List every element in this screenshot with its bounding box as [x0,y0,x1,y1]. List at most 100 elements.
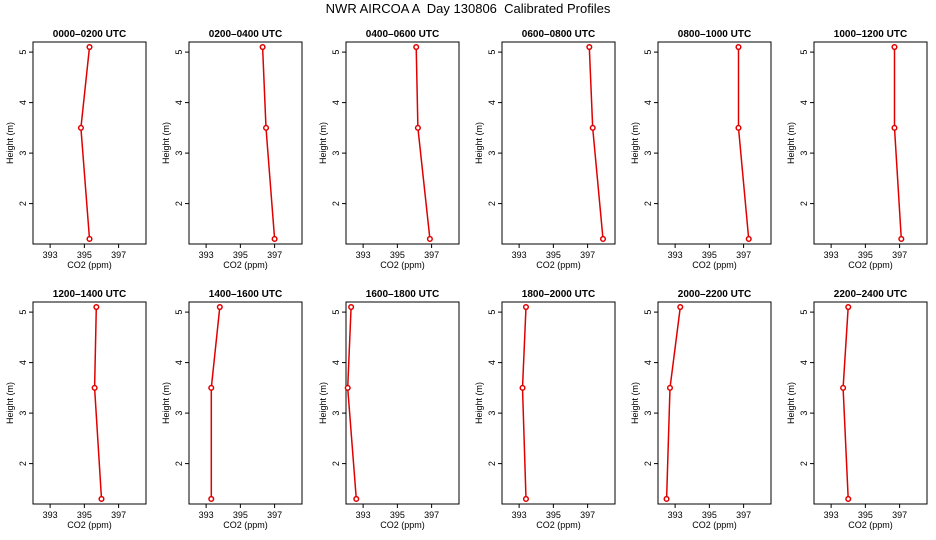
panel-title: 1200–1400 UTC [53,289,126,300]
y-tick-label: 3 [799,411,809,416]
y-axis-label: Height (m) [5,122,15,164]
x-axis-label: CO2 (ppm) [692,260,737,270]
data-point [262,124,270,131]
y-tick-label: 3 [487,151,497,156]
panel-title: 1800–2000 UTC [522,289,595,300]
plot-frame [32,301,147,505]
y-tick-label: 5 [643,50,653,55]
data-point [519,384,526,391]
profile-line [346,307,358,499]
y-tick-label: 3 [643,151,653,156]
x-tick-label: 393 [824,250,839,260]
y-tick-label: 2 [487,201,497,206]
profile-line [521,307,527,499]
x-tick-label: 397 [424,510,439,520]
profile-line [415,47,431,239]
x-tick-label: 397 [736,510,751,520]
figure-title: NWR AIRCOA A Day 130806 Calibrated Profi… [325,1,611,16]
x-axis-label: CO2 (ppm) [692,520,737,530]
y-tick-label: 5 [643,310,653,315]
y-tick-label: 5 [487,310,497,315]
y-tick-label: 5 [487,50,497,55]
y-tick-label: 3 [18,411,28,416]
y-axis-label: Height (m) [786,382,796,424]
x-axis-label: CO2 (ppm) [67,520,112,530]
y-tick-label: 5 [331,310,341,315]
data-point [91,384,98,391]
y-tick-label: 3 [799,151,809,156]
x-tick-label: 393 [43,250,58,260]
x-tick-label: 397 [580,510,595,520]
data-point [735,124,742,131]
y-tick-label: 3 [18,151,28,156]
profile-line [210,307,221,499]
x-tick-label: 397 [111,510,126,520]
x-tick-label: 397 [892,510,907,520]
x-tick-label: 397 [892,250,907,260]
y-tick-label: 4 [174,100,184,105]
y-axis-label: Height (m) [474,382,484,424]
y-tick-label: 5 [331,50,341,55]
data-point [259,44,266,51]
profile-line [80,47,91,239]
x-tick-label: 393 [668,250,683,260]
profile-line [665,307,682,499]
profile-line [93,307,103,499]
data-point [344,384,351,391]
y-axis-label: Height (m) [161,382,171,424]
y-tick-label: 2 [331,461,341,466]
y-tick-label: 5 [18,50,28,55]
x-axis-label: CO2 (ppm) [223,260,268,270]
x-axis-label: CO2 (ppm) [536,260,581,270]
data-point [271,235,278,242]
plot-frame [657,301,772,505]
data-point [735,44,742,51]
data-point [845,304,852,311]
x-tick-label: 393 [512,510,527,520]
data-point [98,495,105,503]
y-tick-label: 2 [174,201,184,206]
panel-title: 1600–1800 UTC [366,289,439,300]
data-point [745,235,752,242]
plot-frame [188,301,303,505]
plot-frame [657,41,772,245]
y-tick-label: 4 [799,100,809,105]
y-tick-label: 2 [799,201,809,206]
x-tick-label: 393 [356,510,371,520]
data-point [586,44,593,51]
data-point [413,44,420,51]
x-tick-label: 395 [858,250,873,260]
y-tick-label: 2 [18,461,28,466]
x-tick-label: 397 [736,250,751,260]
plot-frame [501,301,616,505]
x-axis-label: CO2 (ppm) [848,520,893,530]
y-tick-label: 4 [331,100,341,105]
plot-frame [813,301,928,505]
data-point [840,384,847,391]
x-tick-label: 393 [43,510,58,520]
x-tick-label: 393 [199,510,214,520]
data-point [208,384,215,391]
data-point [348,304,355,311]
x-tick-label: 397 [267,510,282,520]
y-axis-label: Height (m) [630,122,640,164]
data-point [522,304,530,311]
y-tick-label: 4 [487,360,497,365]
profile-line [893,47,903,239]
data-point [677,304,684,311]
x-axis-label: CO2 (ppm) [536,520,581,530]
x-tick-label: 397 [580,250,595,260]
x-tick-label: 393 [199,250,214,260]
x-axis-label: CO2 (ppm) [223,520,268,530]
y-tick-label: 5 [174,310,184,315]
y-axis-label: Height (m) [474,122,484,164]
y-tick-label: 2 [643,461,653,466]
